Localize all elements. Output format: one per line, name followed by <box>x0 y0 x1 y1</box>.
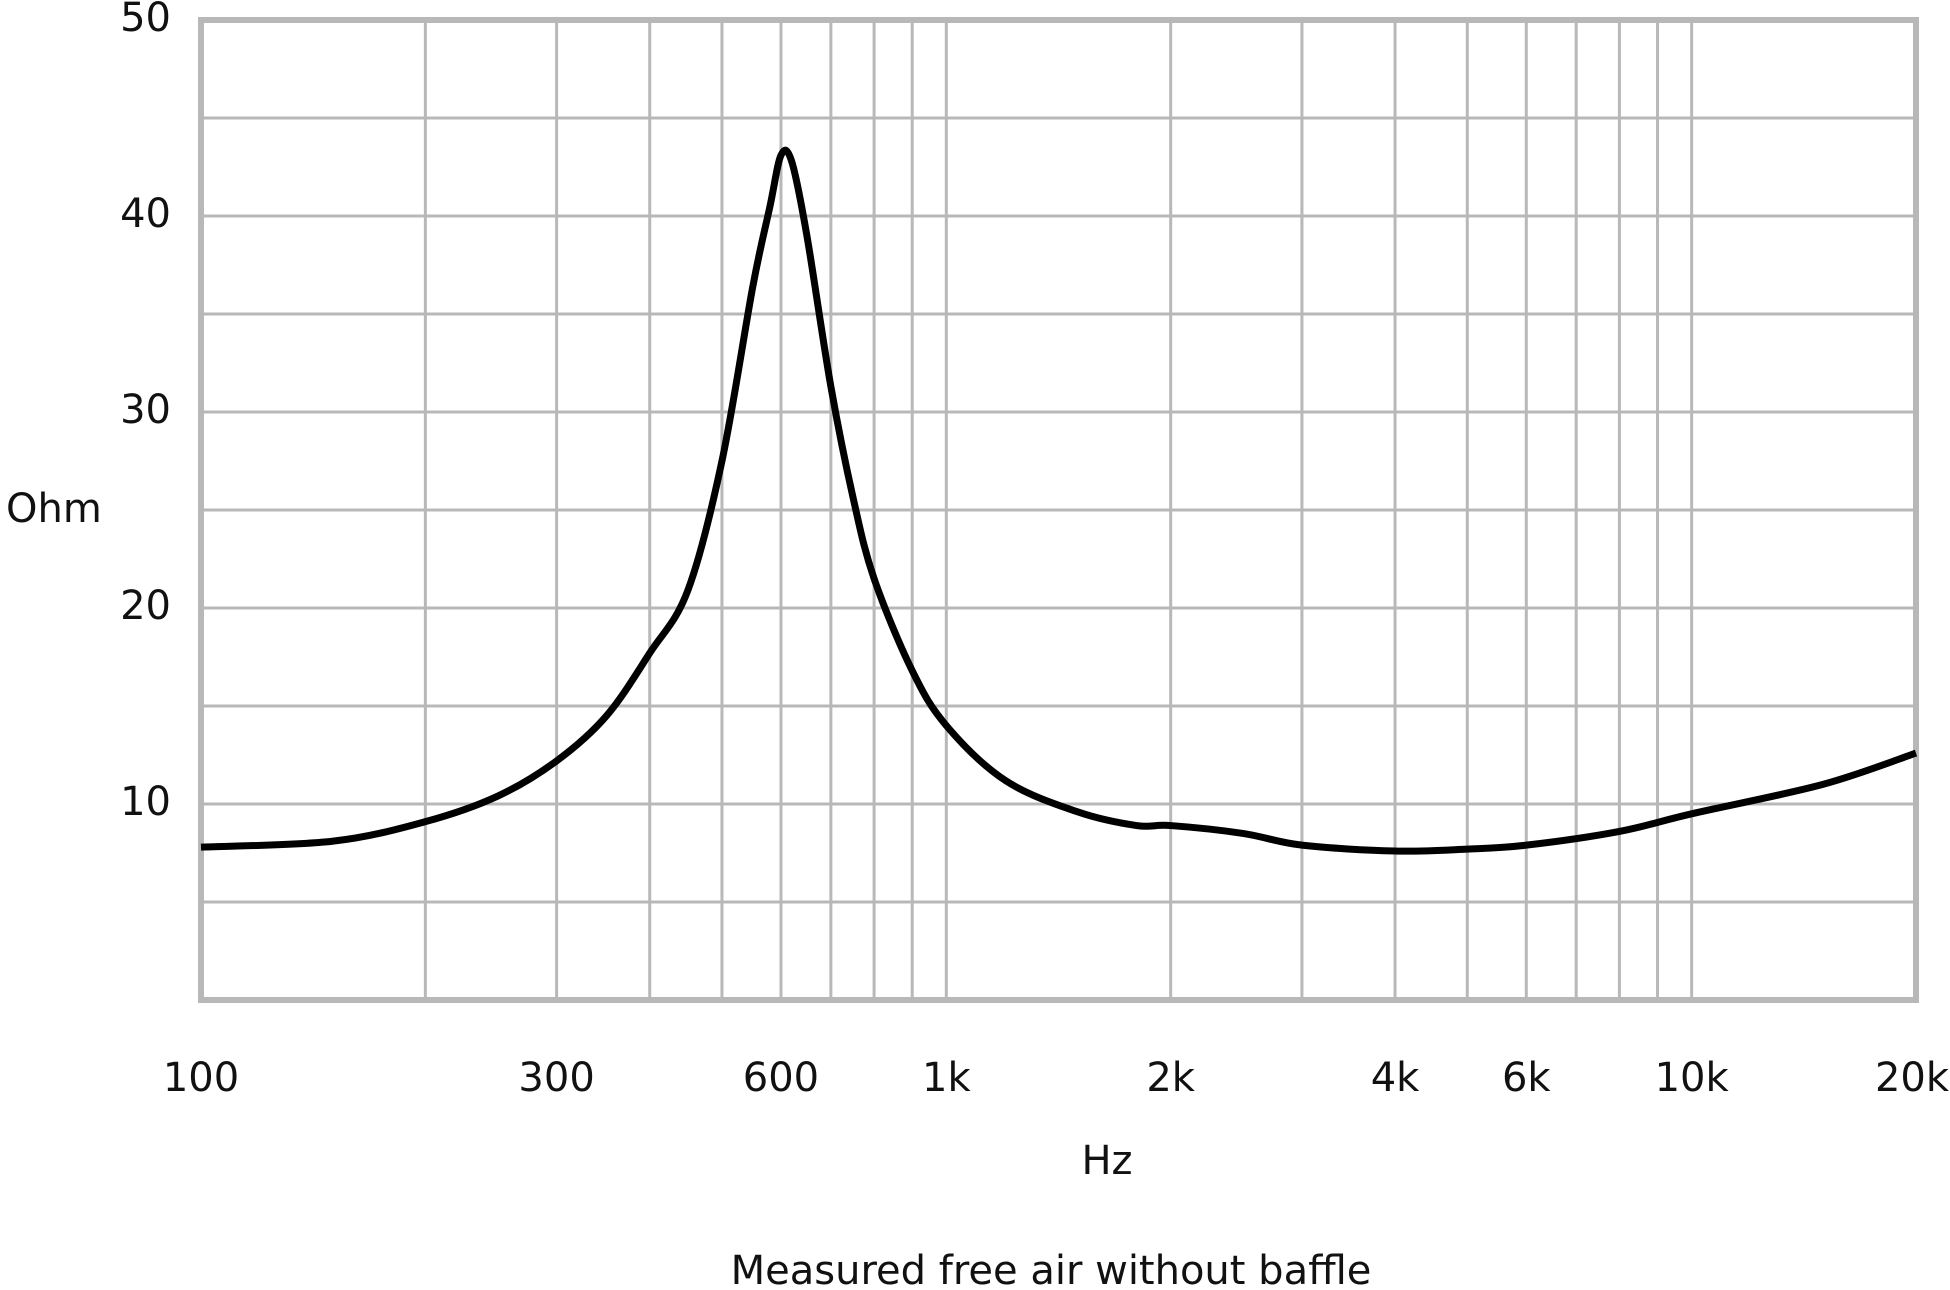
y-axis-label: Ohm <box>6 486 102 532</box>
x-tick-label: 100 <box>163 1055 239 1101</box>
x-tick-label: 6k <box>1502 1055 1551 1101</box>
y-tick-label: 20 <box>120 583 171 629</box>
x-tick-label: 4k <box>1371 1055 1420 1101</box>
x-tick-label: 1k <box>922 1055 971 1101</box>
x-tick-label: 10k <box>1655 1055 1730 1101</box>
y-tick-label: 50 <box>120 0 171 41</box>
note: Measured free air without baffle <box>731 1248 1372 1290</box>
plot-frame <box>198 17 1919 1003</box>
y-tick-label: 10 <box>120 779 171 825</box>
x-tick-label: 300 <box>518 1055 594 1101</box>
line <box>200 146 1918 855</box>
x-tick-label: 2k <box>1146 1055 1195 1101</box>
x-tick-label: 600 <box>743 1055 819 1101</box>
y-tick-label: 30 <box>120 387 171 433</box>
y-tick-label: 40 <box>120 191 171 237</box>
x-axis-label: Hz <box>1081 1138 1132 1184</box>
x-tick-label: 20k <box>1875 1055 1950 1101</box>
